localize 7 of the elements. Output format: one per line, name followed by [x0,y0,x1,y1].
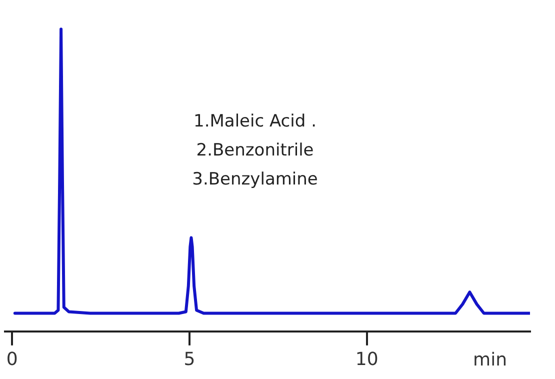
x-tick-label: 0 [6,348,18,370]
annotation: 1.Maleic Acid . [194,111,316,132]
x-tick-label: 10 [355,348,378,370]
x-axis-title: min [473,350,507,371]
annotation: 3.Benzylamine [192,169,318,190]
x-tick-label: 5 [184,348,196,370]
annotation: 2.Benzonitrile [196,140,314,160]
